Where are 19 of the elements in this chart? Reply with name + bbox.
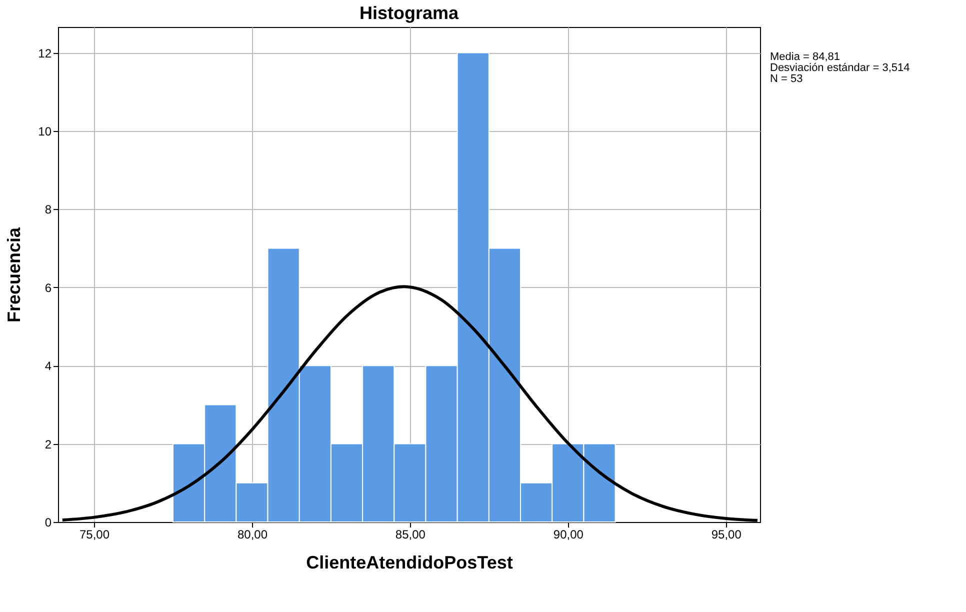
x-tick-label: 95,00 <box>711 528 742 542</box>
y-axis-title: Frecuencia <box>4 226 24 323</box>
line-series <box>60 285 759 522</box>
y-tick-label: 6 <box>44 280 52 295</box>
x-tick-label: 80,00 <box>237 528 268 542</box>
x-tick-label: 75,00 <box>80 528 110 542</box>
text: Media = 84,81 <box>770 51 840 63</box>
y-tick-label: 8 <box>44 202 52 217</box>
y-tick-label: 12 <box>38 46 52 60</box>
y-tick-label: 4 <box>44 359 52 374</box>
x-axis-title: ClienteAtendidoPosTest <box>306 552 513 572</box>
text: Desviación estándar = 3,514 <box>770 62 910 74</box>
y-tick-label: 0 <box>44 516 52 530</box>
text: N = 53 <box>770 73 803 85</box>
y-tick-label: 2 <box>44 437 52 452</box>
chart-title: Histograma <box>359 3 460 23</box>
x-tick-label: 85,00 <box>395 528 426 542</box>
y-tick-label: 10 <box>38 124 52 139</box>
x-tick-label: 90,00 <box>553 528 584 542</box>
